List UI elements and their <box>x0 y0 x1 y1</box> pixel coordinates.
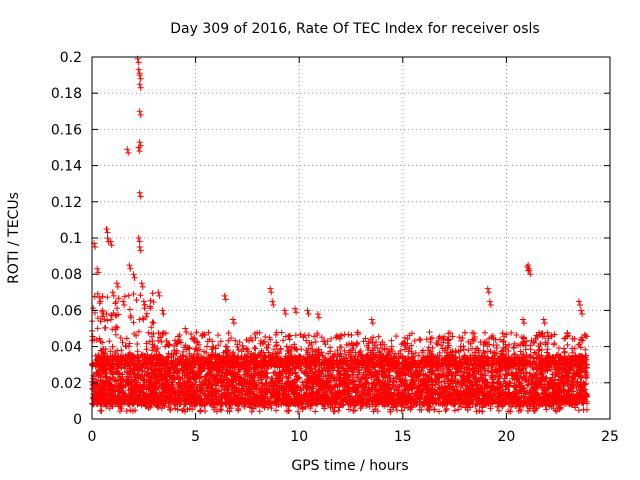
data-point <box>123 407 130 414</box>
data-point <box>127 371 134 378</box>
data-point <box>177 375 184 382</box>
data-point <box>218 407 225 414</box>
data-point <box>202 408 209 415</box>
data-point <box>508 400 515 407</box>
data-point <box>393 407 400 414</box>
data-points <box>89 55 591 415</box>
grid <box>92 57 610 419</box>
data-point <box>390 404 397 411</box>
data-point <box>106 405 113 412</box>
data-point <box>408 404 415 411</box>
data-point <box>294 408 301 415</box>
data-point <box>92 352 99 359</box>
data-point <box>248 408 255 415</box>
data-point <box>269 384 276 391</box>
data-point <box>553 408 560 415</box>
data-point <box>455 406 462 413</box>
data-point <box>256 408 263 415</box>
data-point <box>197 407 204 414</box>
data-point <box>335 407 342 414</box>
data-point <box>145 369 152 376</box>
data-point <box>495 407 502 414</box>
data-point <box>307 405 314 412</box>
data-point <box>355 366 362 373</box>
data-point <box>299 379 306 386</box>
data-point <box>552 407 559 414</box>
data-point <box>345 406 352 413</box>
data-point <box>570 369 577 376</box>
data-point <box>436 384 443 391</box>
data-point <box>327 404 334 411</box>
data-point <box>312 408 319 415</box>
data-point <box>451 407 458 414</box>
data-point <box>357 379 364 386</box>
data-point <box>487 405 494 412</box>
data-point <box>181 372 188 379</box>
